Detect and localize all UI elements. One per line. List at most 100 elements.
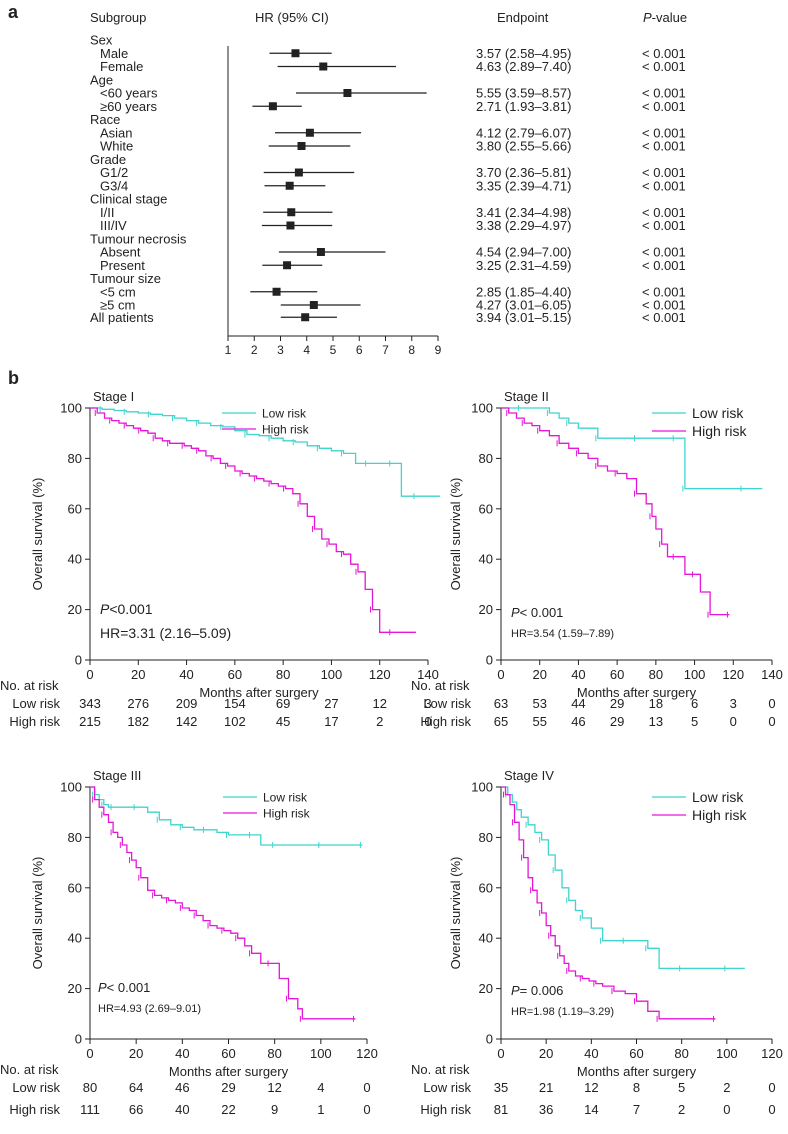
km-x-axis-title: Months after surgery — [577, 685, 697, 700]
forest-p-value: < 0.001 — [642, 218, 686, 233]
km-y-tick-label: 20 — [479, 602, 493, 617]
km-y-tick-label: 100 — [60, 780, 82, 795]
km-at-risk-count: 0 — [768, 1102, 775, 1117]
km-y-tick-label: 60 — [68, 501, 82, 516]
km-x-tick-label: 60 — [228, 667, 242, 682]
km-x-tick-label: 40 — [175, 1046, 189, 1061]
km-curve-low-risk — [501, 786, 745, 970]
km-y-tick-label: 0 — [486, 653, 493, 668]
forest-ci-value: 3.80 (2.55–5.66) — [476, 139, 571, 154]
forest-group-label: Clinical stage — [90, 192, 167, 207]
km-at-risk-count: 46 — [175, 1080, 189, 1095]
forest-group-label: Grade — [90, 152, 126, 167]
forest-row-label: Male — [100, 46, 128, 61]
forest-ci-value: 3.57 (2.58–4.95) — [476, 46, 571, 61]
forest-ci-value: 4.63 (2.89–7.40) — [476, 59, 571, 74]
forest-group-label: Age — [90, 72, 113, 87]
km-y-tick-label: 40 — [479, 931, 493, 946]
forest-ci-value: 4.54 (2.94–7.00) — [476, 245, 571, 260]
km-x-tick-label: 120 — [369, 667, 391, 682]
km-p-value: P<0.001 — [100, 601, 153, 617]
km-at-risk-count: 142 — [176, 714, 198, 729]
km-at-risk-count: 46 — [571, 714, 585, 729]
km-at-risk-high-label: High risk — [420, 714, 471, 729]
km-at-risk-high-label: High risk — [9, 1102, 60, 1117]
km-at-risk-high-label: High risk — [420, 1102, 471, 1117]
km-at-risk-count: 215 — [79, 714, 101, 729]
forest-p-value: < 0.001 — [642, 205, 686, 220]
km-x-tick-label: 80 — [649, 667, 663, 682]
km-y-tick-label: 100 — [60, 401, 82, 416]
km-y-tick-label: 40 — [68, 552, 82, 567]
km-legend-label: High risk — [692, 807, 747, 823]
forest-ci-value: 2.71 (1.93–3.81) — [476, 99, 571, 114]
km-at-risk-count: 0 — [363, 1080, 370, 1095]
forest-row-label: I/II — [100, 205, 114, 220]
forest-row-label: White — [100, 139, 133, 154]
forest-hr-marker — [285, 181, 294, 190]
forest-ci-value: 4.12 (2.79–6.07) — [476, 125, 571, 140]
forest-ci-value: 2.85 (1.85–4.40) — [476, 284, 571, 299]
km-at-risk-count: 0 — [723, 1102, 730, 1117]
km-y-tick-label: 60 — [68, 880, 82, 895]
km-y-axis-title: Overall survival (%) — [448, 857, 463, 970]
km-at-risk-count: 13 — [649, 714, 663, 729]
km-y-tick-label: 20 — [68, 602, 82, 617]
km-legend-label: High risk — [263, 806, 311, 820]
km-at-risk-count: 1 — [317, 1102, 324, 1117]
km-y-tick-label: 60 — [479, 880, 493, 895]
km-at-risk-low-label: Low risk — [12, 1080, 60, 1095]
forest-hr-marker — [268, 102, 277, 111]
km-hr-text: HR=1.98 (1.19–3.29) — [511, 1006, 614, 1018]
forest-p-value: < 0.001 — [642, 165, 686, 180]
forest-row-label: ≥5 cm — [100, 298, 135, 313]
km-at-risk-header: No. at risk — [0, 1062, 59, 1077]
km-at-risk-count: 63 — [494, 696, 508, 711]
km-curve-high-risk — [90, 786, 356, 1020]
km-at-risk-count: 0 — [768, 1080, 775, 1095]
forest-header-endpoint: Endpoint — [497, 10, 549, 25]
km-hr-text: HR=3.31 (2.16–5.09) — [100, 625, 231, 641]
km-y-tick-label: 0 — [75, 1032, 82, 1047]
km-at-risk-count: 6 — [691, 696, 698, 711]
km-y-tick-label: 0 — [75, 653, 82, 668]
km-x-tick-label: 80 — [674, 1046, 688, 1061]
forest-hr-marker — [316, 248, 325, 256]
forest-row-label: Asian — [100, 125, 133, 140]
km-at-risk-count: 55 — [532, 714, 546, 729]
km-at-risk-count: 0 — [768, 714, 775, 729]
km-at-risk-count: 18 — [649, 696, 663, 711]
km-x-tick-label: 60 — [610, 667, 624, 682]
km-x-tick-label: 40 — [571, 667, 585, 682]
forest-header-subgroup: Subgroup — [90, 10, 146, 25]
forest-p-value: < 0.001 — [642, 46, 686, 61]
forest-hr-marker — [319, 62, 328, 71]
forest-row-label: Female — [100, 59, 143, 74]
forest-hr-marker — [272, 287, 281, 296]
forest-ci-value: 3.70 (2.36–5.81) — [476, 165, 571, 180]
forest-x-tick-label: 9 — [435, 343, 442, 357]
km-title: Stage II — [504, 389, 549, 404]
km-p-value: P= 0.006 — [511, 983, 563, 998]
km-legend-label: Low risk — [692, 789, 744, 805]
forest-ci-value: 5.55 (3.59–8.57) — [476, 86, 571, 101]
forest-group-label: Sex — [90, 33, 113, 48]
forest-hr-marker — [283, 261, 292, 270]
km-y-tick-label: 80 — [68, 451, 82, 466]
forest-x-tick-label: 4 — [303, 343, 310, 357]
forest-row-label: <5 cm — [100, 284, 136, 299]
forest-ci-value: 3.41 (2.34–4.98) — [476, 205, 571, 220]
km-at-risk-header: No. at risk — [411, 678, 470, 693]
km-x-tick-label: 140 — [761, 667, 783, 682]
forest-hr-marker — [305, 128, 314, 137]
km-y-axis-title: Overall survival (%) — [30, 857, 45, 970]
forest-p-value: < 0.001 — [642, 178, 686, 193]
km-legend-label: Low risk — [692, 405, 744, 421]
forest-p-value: < 0.001 — [642, 310, 686, 325]
km-censor-marks — [503, 791, 715, 1022]
forest-x-tick-label: 1 — [225, 343, 232, 357]
forest-hr-marker — [343, 89, 352, 97]
km-censor-marks — [99, 406, 415, 500]
km-curve-low-risk — [90, 786, 363, 846]
